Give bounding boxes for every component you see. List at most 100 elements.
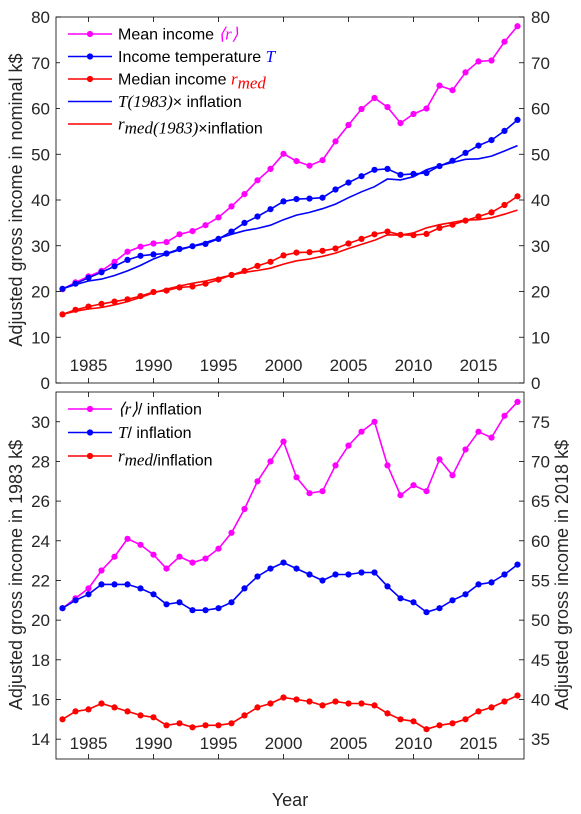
series-3-point	[475, 213, 482, 220]
y2-tick-label: 70	[531, 452, 550, 471]
series-1-point	[384, 104, 391, 111]
series-3-point	[293, 696, 300, 703]
y-tick-label: 60	[31, 100, 50, 119]
series-3-point	[475, 708, 482, 715]
series-2-point	[319, 194, 326, 201]
series-3-point	[436, 224, 443, 231]
series-3-point	[202, 280, 209, 287]
legend-swatch-marker	[86, 53, 94, 60]
series-2-point	[189, 607, 196, 614]
series-3-point	[306, 698, 313, 705]
series-2-point	[111, 263, 118, 270]
series-3-point	[488, 704, 495, 711]
series-2-point	[475, 581, 482, 588]
series-1-point	[436, 82, 443, 89]
series-2-point	[332, 186, 339, 193]
y-tick-label: 70	[31, 54, 50, 73]
series-1-point	[241, 505, 248, 513]
series-3-point	[72, 708, 79, 715]
series-3-point	[514, 193, 521, 200]
series-3-point	[228, 720, 235, 727]
series-3-point	[423, 726, 430, 733]
series-1-point	[514, 398, 521, 405]
y-tick-label: 26	[31, 492, 50, 511]
x-tick-label: 2010	[395, 356, 433, 375]
y-tick-label: 30	[31, 413, 50, 432]
series-3-point	[137, 712, 144, 719]
legend-item-3: rmed/inflation	[68, 447, 213, 470]
series-1-point	[410, 110, 417, 118]
series-2-point	[449, 597, 456, 604]
series-1-point	[228, 529, 235, 536]
series-1-point	[462, 69, 469, 76]
legend-item-1: Mean income ⟨r⟩	[68, 25, 239, 44]
series-3-point	[267, 258, 274, 265]
series-1-point	[293, 158, 300, 165]
series-1-point	[280, 150, 287, 157]
series-3-point	[59, 716, 66, 723]
series-3-point	[150, 714, 157, 721]
series-1-point	[514, 23, 521, 30]
x-tick-label: 1985	[70, 356, 108, 375]
series-3-line	[62, 694, 518, 731]
series-2-point	[163, 601, 170, 608]
series-1-point	[462, 446, 469, 453]
legend-label: rmed/inflation	[118, 447, 213, 470]
y2-tick-label: 70	[531, 54, 550, 73]
series-1-point	[202, 555, 209, 562]
series-2-point	[384, 583, 391, 590]
series-1-point	[488, 434, 495, 441]
y-tick-label: 22	[31, 571, 50, 590]
top-chart-ylabel: Adjusted gross income in nominal k$	[6, 53, 26, 346]
y2-tick-label: 60	[531, 532, 550, 551]
series-3-point	[98, 700, 105, 707]
series-1-point	[176, 231, 183, 238]
y-tick-label: 80	[31, 8, 50, 27]
series-2-point	[254, 573, 261, 580]
series-1-point	[345, 442, 352, 449]
series-1-point	[345, 121, 352, 129]
series-1-point	[358, 105, 365, 113]
series-2-point	[150, 251, 157, 258]
series-2-point	[72, 597, 79, 604]
x-tick-label: 2005	[330, 356, 368, 375]
top-chart: 1985 1990 1995 2000 2005 2010 2015010203040506…	[6, 8, 550, 393]
series-2-point	[358, 569, 365, 576]
series-2-point	[397, 595, 404, 602]
series-2-point	[397, 171, 404, 178]
series-3-point	[85, 706, 92, 713]
series-3-point	[462, 716, 469, 723]
x-tick-label: 2005	[330, 734, 368, 753]
legend-item-3: Median income rmed	[68, 70, 266, 93]
series-3-point	[501, 201, 508, 209]
series-1-point	[410, 482, 417, 489]
series-3-point	[98, 300, 105, 307]
series-3-point	[514, 692, 521, 699]
x-tick-label: 1985	[70, 734, 108, 753]
series-3-point	[358, 235, 365, 242]
series-2-point	[98, 581, 105, 588]
legend-item-2: T/ inflation	[68, 423, 192, 442]
series-2-point	[254, 213, 261, 220]
series-1-point	[475, 428, 482, 435]
series-1-point	[449, 472, 456, 479]
series-3-point	[293, 249, 300, 256]
series-2-point	[124, 581, 131, 588]
series-1-point	[332, 138, 339, 145]
series-3-point	[397, 716, 404, 723]
series-5	[62, 209, 518, 316]
series-3-point	[163, 722, 170, 729]
series-2-point	[280, 198, 287, 205]
series-2-point	[410, 599, 417, 606]
series-2-point	[215, 605, 222, 612]
y2-tick-label: 0	[531, 374, 540, 393]
series-1-point	[137, 243, 144, 250]
y-tick-label: 20	[31, 283, 50, 302]
legend-label: T(1983)× inflation	[118, 92, 242, 111]
series-1-point	[163, 239, 170, 246]
series-1-point	[137, 541, 144, 548]
series-2-point	[241, 219, 248, 226]
series-2-point	[137, 585, 144, 592]
series-2-point	[280, 559, 287, 566]
